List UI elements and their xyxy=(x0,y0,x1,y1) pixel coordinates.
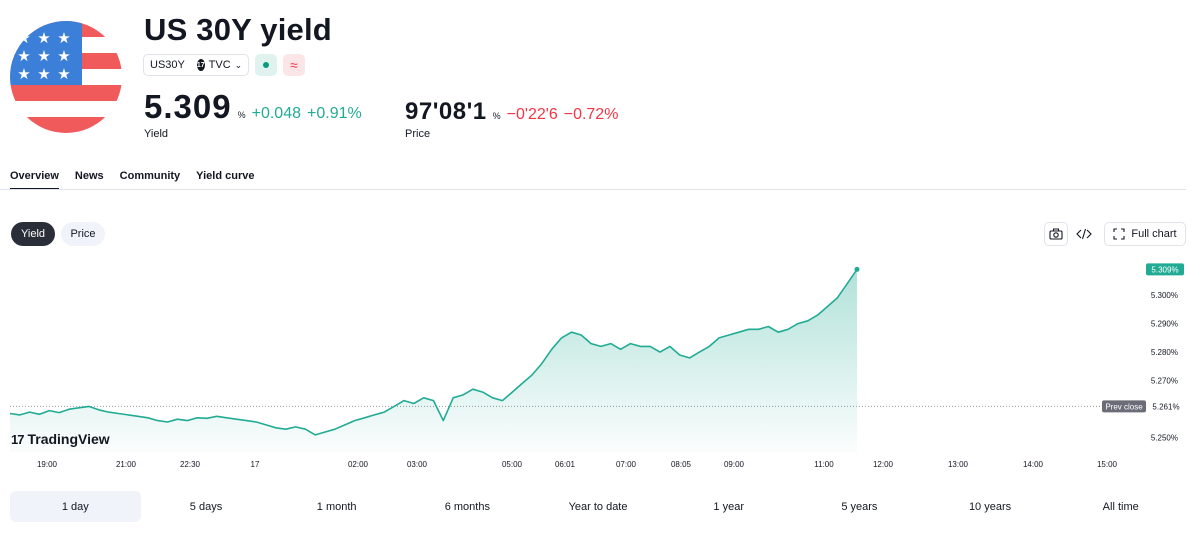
range-1-day[interactable]: 1 day xyxy=(10,491,141,522)
full-chart-button[interactable]: Full chart xyxy=(1104,222,1186,246)
y-tick-label: 5.300% xyxy=(1151,291,1178,300)
symbol-selector[interactable]: US30Y 17 TVC ⌄ xyxy=(143,54,249,76)
x-tick-label: 09:00 xyxy=(724,460,745,469)
x-tick-label: 08:05 xyxy=(671,460,692,469)
x-tick-label: 07:00 xyxy=(616,460,637,469)
yield-toggle[interactable]: Yield xyxy=(11,222,55,246)
price-unit: % xyxy=(492,111,501,121)
yield-label: Yield xyxy=(144,128,169,140)
range-all-time[interactable]: All time xyxy=(1102,500,1139,513)
svg-text:★: ★ xyxy=(17,30,30,47)
x-tick-label: 11:00 xyxy=(814,460,834,469)
price-toggle[interactable]: Price xyxy=(61,222,105,246)
x-tick-label: 02:00 xyxy=(348,460,369,469)
svg-text:★: ★ xyxy=(17,48,30,65)
fullscreen-icon xyxy=(1113,228,1125,240)
embed-button[interactable] xyxy=(1072,222,1096,246)
chevron-down-icon: ⌄ xyxy=(234,59,243,70)
svg-text:★: ★ xyxy=(57,30,70,47)
price-value: 97'08'1 xyxy=(405,98,487,125)
tab-yield-curve[interactable]: Yield curve xyxy=(196,170,255,182)
x-tick-label: 03:00 xyxy=(407,460,428,469)
prev-close-value-badge: 5.261% xyxy=(1152,402,1179,411)
price-label: Price xyxy=(405,128,431,140)
y-axis: 5.250% 5.270% 5.280% 5.290% 5.300% xyxy=(1151,291,1178,443)
market-open-badge[interactable] xyxy=(255,54,277,76)
price-change-pct: −0.72% xyxy=(563,106,619,123)
snapshot-button[interactable] xyxy=(1044,222,1068,246)
prev-close-badge-bg xyxy=(1102,400,1146,413)
y-tick-label: 5.270% xyxy=(1151,377,1178,386)
yield-change-pct: +0.91% xyxy=(307,105,362,122)
tab-overview[interactable]: Overview xyxy=(10,170,59,190)
tradingview-watermark: 17 TradingView xyxy=(11,431,110,447)
y-tick-label: 5.280% xyxy=(1151,348,1178,357)
range-year-to-date[interactable]: Year to date xyxy=(568,500,628,513)
last-value-badge: 5.309% xyxy=(1151,265,1178,274)
full-chart-label: Full chart xyxy=(1131,228,1177,240)
code-icon xyxy=(1076,228,1092,240)
svg-text:★: ★ xyxy=(57,66,70,83)
exchange-label: TVC xyxy=(208,59,231,71)
us-flag-icon: ★ ★ ★ ★ ★ ★ ★ ★ ★ xyxy=(10,21,122,133)
svg-text:★: ★ xyxy=(37,66,50,83)
svg-text:★: ★ xyxy=(37,48,50,65)
range-1-month[interactable]: 1 month xyxy=(316,500,357,513)
yield-unit: % xyxy=(237,110,246,120)
svg-text:★: ★ xyxy=(17,66,30,83)
section-tabs: Overview News Community Yield curve xyxy=(10,170,254,190)
tradingview-logo-icon: 17 xyxy=(11,431,25,447)
range-5-years[interactable]: 5 years xyxy=(841,500,878,513)
x-tick-label: 22:30 xyxy=(180,460,201,469)
x-tick-label: 15:00 xyxy=(1097,460,1118,469)
approx-icon: ≈ xyxy=(290,57,298,73)
x-tick-label: 13:00 xyxy=(948,460,969,469)
range-10-years[interactable]: 10 years xyxy=(968,500,1012,513)
last-value-badge-bg xyxy=(1146,263,1184,276)
x-tick-label: 14:00 xyxy=(1023,460,1044,469)
x-axis: 19:00 21:00 22:30 17 02:00 03:00 05:00 06:01 07:… xyxy=(37,460,1118,469)
yield-line xyxy=(9,268,858,436)
range-1-year[interactable]: 1 year xyxy=(713,500,744,513)
tvc-logo-icon: 17 xyxy=(196,59,205,71)
range-5-days[interactable]: 5 days xyxy=(189,500,223,513)
prev-close-badge: Prev close xyxy=(1105,402,1143,411)
dot-icon xyxy=(263,62,269,68)
svg-text:★: ★ xyxy=(57,48,70,65)
price-change: −0'22'6 xyxy=(506,106,558,123)
x-tick-label: 21:00 xyxy=(116,460,137,469)
page-title: US 30Y yield xyxy=(144,12,332,47)
tab-divider xyxy=(0,189,1186,190)
symbol-label: US30Y xyxy=(150,59,185,71)
y-tick-label: 5.250% xyxy=(1151,434,1178,443)
tab-community[interactable]: Community xyxy=(119,170,181,182)
yield-chart[interactable]: 5.250% 5.270% 5.280% 5.290% 5.300% 19:00 21:0… xyxy=(0,250,1200,475)
tab-news[interactable]: News xyxy=(74,170,104,182)
camera-icon xyxy=(1049,228,1063,240)
yield-value: 5.309 xyxy=(144,88,232,125)
x-tick-label: 05:00 xyxy=(502,460,523,469)
delayed-data-badge[interactable]: ≈ xyxy=(283,54,305,76)
x-tick-label: 17 xyxy=(251,460,260,469)
x-tick-label: 06:01 xyxy=(555,460,576,469)
svg-text:★: ★ xyxy=(37,30,50,47)
yield-area xyxy=(10,269,857,452)
yield-change: +0.048 xyxy=(251,105,301,122)
range-selector: 1 day 5 days 1 month 6 months Year to da… xyxy=(10,491,1186,522)
y-tick-label: 5.290% xyxy=(1151,320,1178,329)
prev-close-value-badge-bg xyxy=(1148,400,1184,413)
range-6-months[interactable]: 6 months xyxy=(444,500,490,513)
watermark-label: TradingView xyxy=(27,431,110,447)
x-tick-label: 19:00 xyxy=(37,460,58,469)
x-tick-label: 12:00 xyxy=(873,460,894,469)
last-point xyxy=(854,266,860,272)
